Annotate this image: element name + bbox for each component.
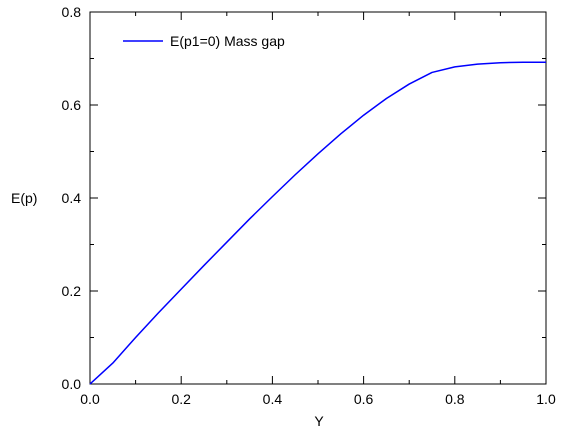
y-tick-label: 0.2 [62,283,82,299]
y-axis-title: E(p) [11,190,37,206]
series-layer [89,61,546,385]
x-tick-label: 0.6 [354,391,374,407]
x-tick-label: 0.8 [445,391,465,407]
x-axis: 0.0 0.2 0.4 0.6 0.8 1.0 [80,12,556,407]
legend: E(p1=0) Mass gap [123,33,285,49]
y-tick-label: 0.8 [62,4,82,20]
plot-frame [89,11,547,385]
series-line [89,61,546,385]
x-tick-label: 0.0 [80,391,100,407]
y-tick-label: 0.6 [62,97,82,113]
y-axis: 0.0 0.2 0.4 0.6 0.8 [62,4,546,392]
y-tick-label: 0.0 [62,376,82,392]
x-axis-title: Y [314,413,324,429]
y-tick-label: 0.4 [62,190,82,206]
legend-label: E(p1=0) Mass gap [170,33,285,49]
x-tick-label: 1.0 [536,391,556,407]
x-tick-label: 0.4 [263,391,283,407]
x-tick-label: 0.2 [171,391,191,407]
